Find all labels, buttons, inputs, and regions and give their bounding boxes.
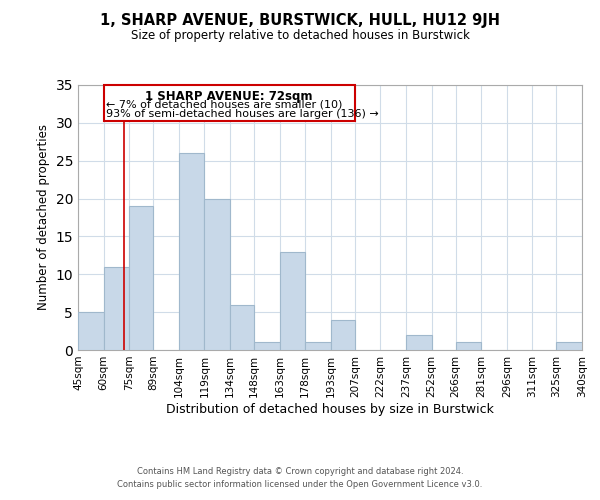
Bar bbox=[129, 206, 153, 350]
Text: 1 SHARP AVENUE: 72sqm: 1 SHARP AVENUE: 72sqm bbox=[145, 90, 313, 102]
Y-axis label: Number of detached properties: Number of detached properties bbox=[37, 124, 50, 310]
Bar bbox=[254, 342, 280, 350]
Bar bbox=[331, 320, 355, 350]
FancyBboxPatch shape bbox=[104, 85, 355, 122]
Text: ← 7% of detached houses are smaller (10): ← 7% of detached houses are smaller (10) bbox=[106, 100, 343, 110]
Bar bbox=[556, 342, 582, 350]
Bar bbox=[104, 266, 129, 350]
Text: 1, SHARP AVENUE, BURSTWICK, HULL, HU12 9JH: 1, SHARP AVENUE, BURSTWICK, HULL, HU12 9… bbox=[100, 12, 500, 28]
X-axis label: Distribution of detached houses by size in Burstwick: Distribution of detached houses by size … bbox=[166, 402, 494, 415]
Text: Size of property relative to detached houses in Burstwick: Size of property relative to detached ho… bbox=[131, 29, 469, 42]
Bar bbox=[455, 342, 481, 350]
Bar bbox=[280, 252, 305, 350]
Bar bbox=[78, 312, 104, 350]
Bar bbox=[179, 153, 205, 350]
Text: Contains HM Land Registry data © Crown copyright and database right 2024.: Contains HM Land Registry data © Crown c… bbox=[137, 467, 463, 476]
Bar bbox=[205, 198, 230, 350]
Bar bbox=[406, 335, 431, 350]
Text: 93% of semi-detached houses are larger (136) →: 93% of semi-detached houses are larger (… bbox=[106, 109, 379, 119]
Bar bbox=[230, 304, 254, 350]
Bar bbox=[305, 342, 331, 350]
Text: Contains public sector information licensed under the Open Government Licence v3: Contains public sector information licen… bbox=[118, 480, 482, 489]
